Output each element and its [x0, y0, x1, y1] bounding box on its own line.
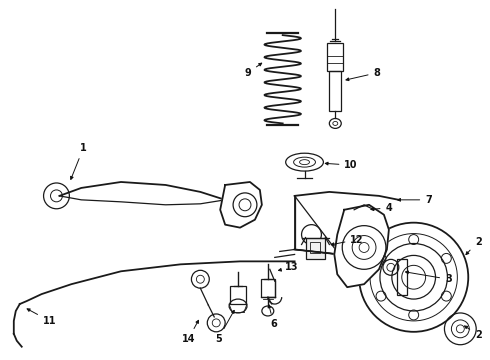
Bar	[306, 238, 325, 260]
Text: 12: 12	[331, 234, 364, 246]
Bar	[327, 43, 343, 71]
Bar	[311, 242, 320, 253]
Text: 8: 8	[346, 68, 380, 81]
Text: 4: 4	[371, 203, 392, 213]
Bar	[329, 71, 341, 111]
Text: 2: 2	[465, 326, 482, 340]
Text: 10: 10	[325, 160, 358, 170]
Polygon shape	[334, 205, 389, 287]
Bar	[230, 286, 246, 304]
Text: 1: 1	[71, 143, 87, 179]
Polygon shape	[220, 182, 262, 228]
Text: 3: 3	[406, 271, 452, 284]
Text: 13: 13	[278, 262, 298, 272]
Text: 9: 9	[245, 63, 262, 78]
Bar	[261, 279, 275, 297]
Text: 11: 11	[27, 309, 56, 326]
Text: 6: 6	[268, 305, 277, 329]
Text: 14: 14	[182, 320, 198, 344]
Text: 2: 2	[466, 237, 482, 255]
Text: 7: 7	[398, 195, 432, 205]
Text: 5: 5	[215, 310, 234, 344]
Bar	[397, 260, 407, 295]
